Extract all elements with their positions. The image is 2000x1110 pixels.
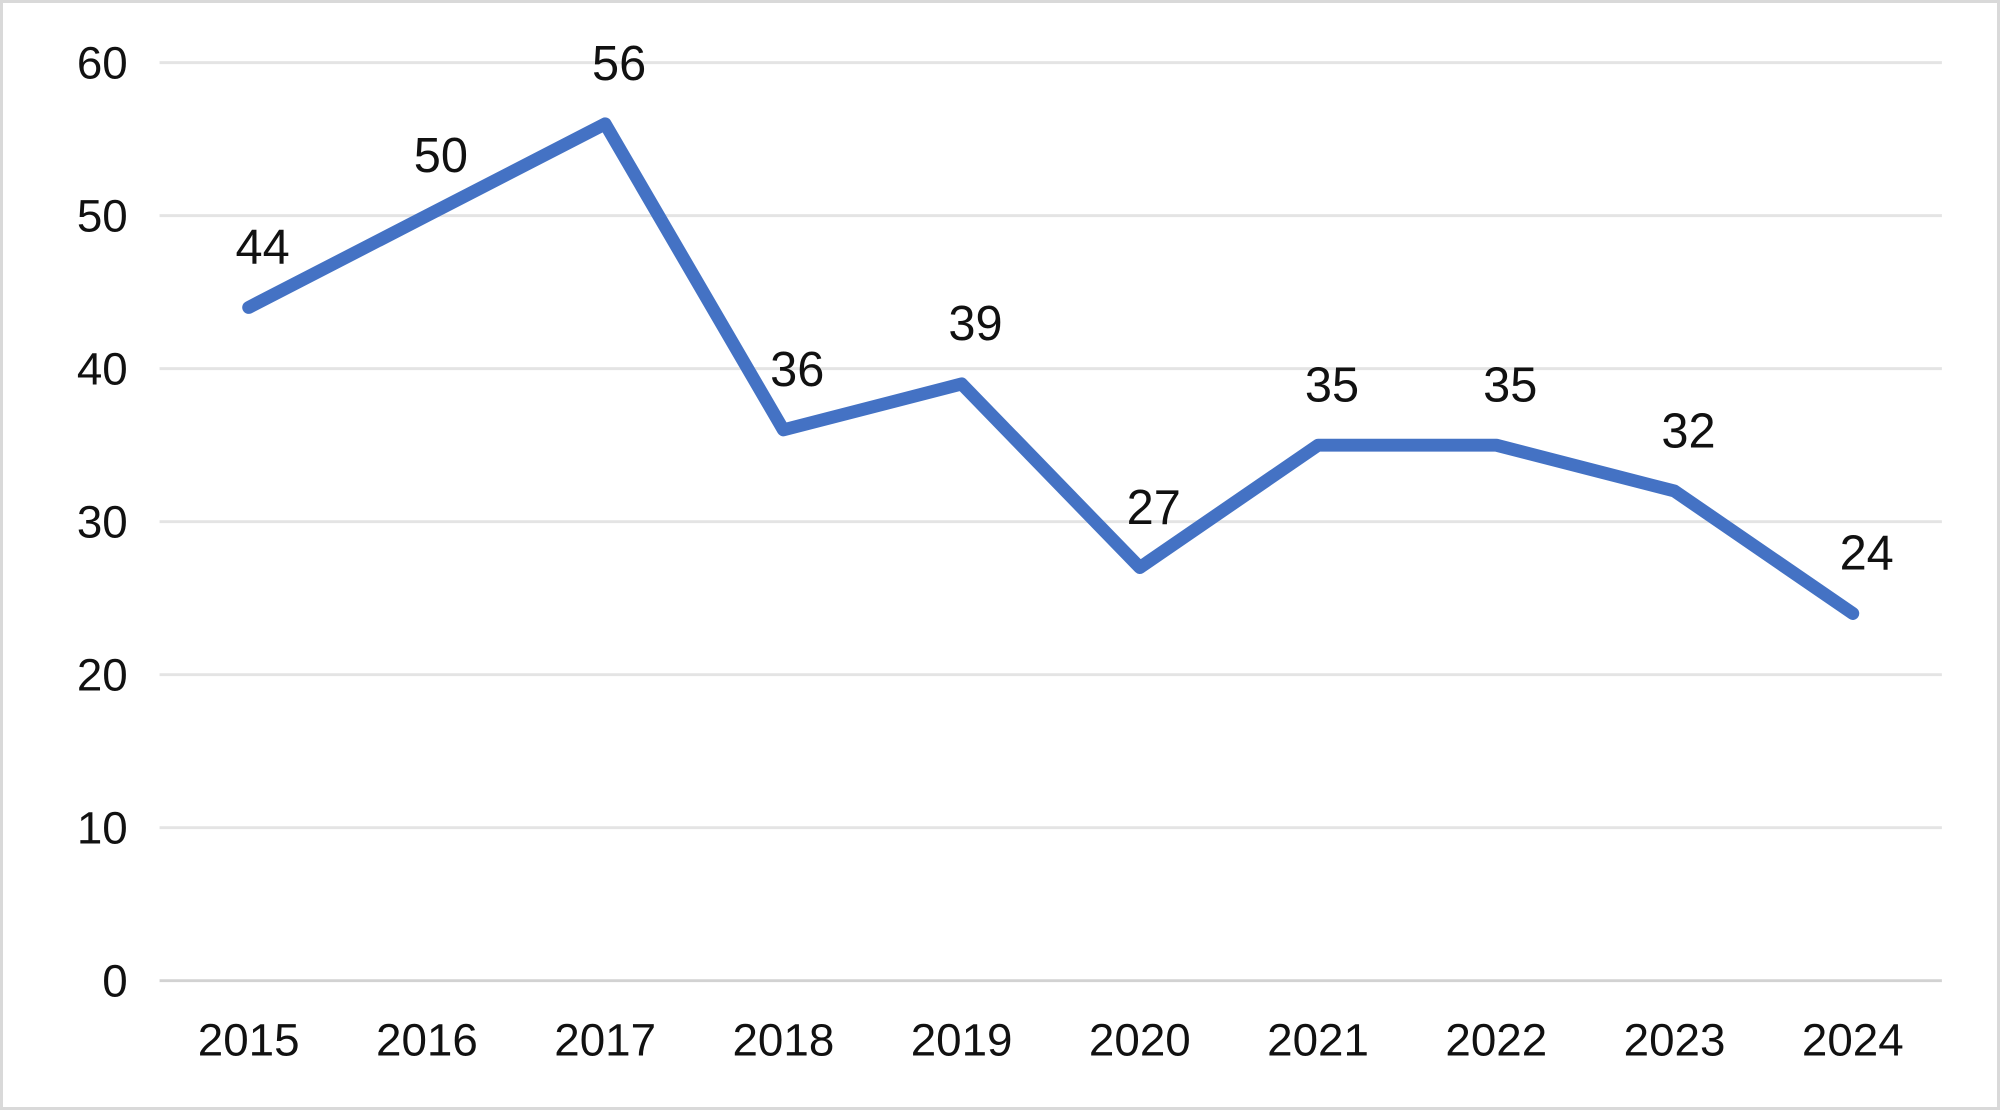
x-tick-label: 2024 — [1802, 1014, 1904, 1065]
x-tick-label: 2023 — [1624, 1014, 1726, 1065]
data-point-label: 50 — [414, 129, 468, 183]
x-tick-label: 2018 — [732, 1014, 834, 1065]
data-point-label: 56 — [592, 37, 646, 91]
x-tick-label: 2017 — [554, 1014, 656, 1065]
line-chart: 0 10 20 30 40 50 60 2015 2016 2017 2018 2019 2020 202… — [77, 37, 1942, 1065]
y-tick-label: 20 — [77, 650, 128, 701]
y-tick-label: 0 — [102, 956, 127, 1007]
data-point-label: 35 — [1483, 358, 1537, 412]
series-line — [242, 117, 1860, 620]
y-tick-label: 10 — [77, 803, 128, 854]
data-point-label: 24 — [1840, 527, 1894, 581]
x-tick-label: 2020 — [1089, 1014, 1191, 1065]
data-point-label: 36 — [770, 343, 824, 397]
x-tick-label: 2015 — [198, 1014, 300, 1065]
y-tick-label: 40 — [77, 344, 128, 395]
data-point-label: 44 — [236, 221, 290, 275]
x-tick-label: 2021 — [1267, 1014, 1369, 1065]
data-point-label: 32 — [1661, 404, 1715, 458]
data-point-label: 35 — [1305, 358, 1359, 412]
x-tick-label: 2016 — [376, 1014, 478, 1065]
data-point-label: 39 — [948, 297, 1002, 351]
x-tick-label: 2022 — [1445, 1014, 1547, 1065]
data-point-label: 27 — [1127, 481, 1181, 535]
y-tick-label: 60 — [77, 38, 128, 89]
y-tick-label: 30 — [77, 497, 128, 548]
y-tick-label: 50 — [77, 191, 128, 242]
x-tick-label: 2019 — [911, 1014, 1013, 1065]
